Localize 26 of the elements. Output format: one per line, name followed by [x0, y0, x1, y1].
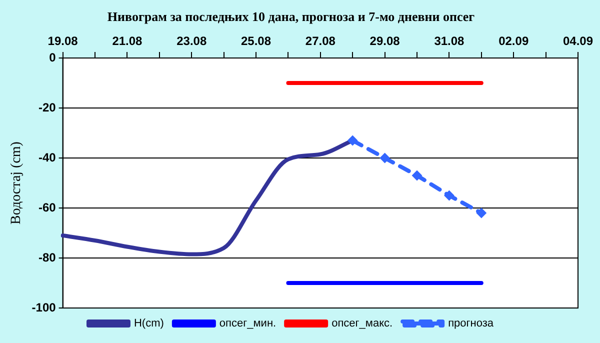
point — [380, 153, 390, 163]
point — [412, 170, 422, 180]
x-tick-label: 29.08 — [370, 34, 400, 48]
x-tick-label: 27.08 — [305, 34, 336, 48]
x-tick-label: 19.08 — [48, 34, 78, 48]
y-tick-label: -40 — [38, 150, 56, 164]
legend-label: опсег_мин. — [219, 318, 276, 330]
y-tick-label: -20 — [38, 100, 56, 114]
y-tick-label: -60 — [38, 200, 56, 214]
chart-title: Нивограм за последњих 10 дана, прогноза и 7-мо дневни опсег — [107, 9, 475, 24]
legend-label: опсег_макс. — [332, 318, 393, 330]
x-tick-label: 23.08 — [176, 34, 207, 48]
y-tick-label: -80 — [38, 250, 56, 264]
point — [348, 136, 358, 146]
point — [444, 190, 454, 200]
x-tick-label: 31.08 — [434, 34, 465, 48]
legend-label: прогноза — [448, 318, 494, 330]
y-axis-title: Водостај (cm) — [9, 141, 24, 224]
x-tick-label: 04.09 — [562, 34, 594, 48]
x-tick-label: 02.09 — [498, 34, 529, 48]
y-tick-label: -100 — [32, 300, 56, 314]
y-tick-label: 0 — [49, 50, 56, 64]
point — [476, 208, 486, 218]
x-tick-label: 21.08 — [112, 34, 143, 48]
x-tick-label: 25.08 — [240, 34, 272, 48]
legend-label: H(cm) — [134, 318, 164, 330]
